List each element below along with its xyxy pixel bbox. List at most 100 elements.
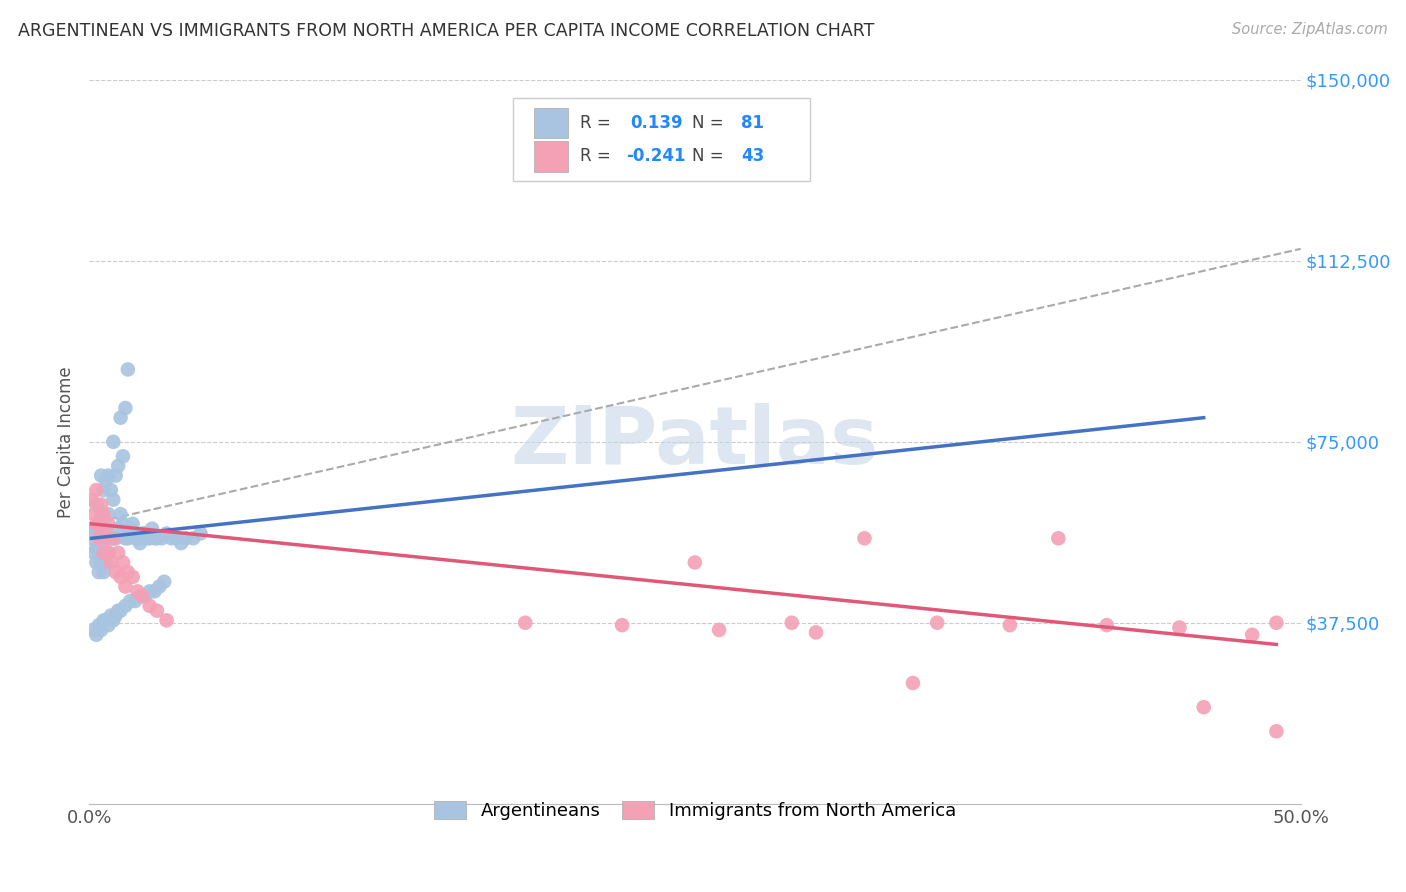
Text: Source: ZipAtlas.com: Source: ZipAtlas.com bbox=[1232, 22, 1388, 37]
Point bbox=[83, 546, 105, 560]
Point bbox=[103, 613, 125, 627]
Point bbox=[110, 410, 132, 425]
Point bbox=[104, 531, 127, 545]
Point bbox=[104, 565, 127, 579]
Point bbox=[165, 531, 187, 545]
Point bbox=[87, 618, 110, 632]
Point bbox=[901, 676, 924, 690]
Point bbox=[138, 599, 160, 613]
Point bbox=[1168, 621, 1191, 635]
Point bbox=[515, 615, 537, 630]
Point bbox=[86, 522, 108, 536]
Point bbox=[124, 594, 146, 608]
Point bbox=[146, 604, 169, 618]
Point bbox=[86, 483, 108, 497]
Point bbox=[110, 604, 132, 618]
Point bbox=[93, 546, 115, 560]
Point bbox=[134, 589, 156, 603]
Point bbox=[97, 507, 120, 521]
Point bbox=[97, 516, 120, 531]
Point bbox=[1095, 618, 1118, 632]
Point bbox=[160, 531, 183, 545]
Point bbox=[100, 608, 122, 623]
Point bbox=[93, 613, 115, 627]
Point bbox=[97, 468, 120, 483]
Point bbox=[138, 584, 160, 599]
Point bbox=[683, 556, 706, 570]
FancyBboxPatch shape bbox=[534, 108, 568, 138]
Text: -0.241: -0.241 bbox=[626, 147, 685, 165]
Point bbox=[107, 458, 129, 473]
Point bbox=[707, 623, 730, 637]
Point bbox=[111, 556, 134, 570]
Point bbox=[86, 516, 108, 531]
Point bbox=[97, 546, 120, 560]
Point bbox=[998, 618, 1021, 632]
Point bbox=[1192, 700, 1215, 714]
Point bbox=[124, 531, 146, 545]
Point bbox=[90, 556, 112, 570]
Point bbox=[114, 401, 136, 415]
Point bbox=[174, 531, 197, 545]
Point bbox=[103, 434, 125, 449]
Point bbox=[111, 450, 134, 464]
Text: N =: N = bbox=[692, 147, 730, 165]
Text: 43: 43 bbox=[741, 147, 763, 165]
Text: N =: N = bbox=[692, 114, 730, 132]
Point bbox=[131, 526, 153, 541]
Point bbox=[83, 522, 105, 536]
Point bbox=[100, 556, 122, 570]
Point bbox=[181, 531, 204, 545]
Point bbox=[136, 531, 159, 545]
Point bbox=[87, 531, 110, 545]
Point bbox=[90, 531, 112, 545]
Point bbox=[107, 546, 129, 560]
Point bbox=[120, 522, 142, 536]
Text: ZIPatlas: ZIPatlas bbox=[510, 403, 879, 481]
Point bbox=[107, 604, 129, 618]
Point bbox=[90, 498, 112, 512]
Point bbox=[94, 474, 117, 488]
Point bbox=[94, 531, 117, 545]
Point bbox=[1047, 531, 1070, 545]
Text: R =: R = bbox=[579, 114, 616, 132]
Point bbox=[121, 570, 143, 584]
Point bbox=[93, 536, 115, 550]
Point bbox=[143, 531, 166, 545]
Point bbox=[853, 531, 876, 545]
Point bbox=[103, 531, 125, 545]
Point bbox=[804, 625, 827, 640]
Point bbox=[111, 516, 134, 531]
Point bbox=[83, 623, 105, 637]
Point bbox=[80, 492, 103, 507]
Point bbox=[86, 498, 108, 512]
Point bbox=[148, 580, 170, 594]
Point bbox=[1241, 628, 1264, 642]
Point bbox=[86, 541, 108, 555]
Point bbox=[94, 556, 117, 570]
Text: 81: 81 bbox=[741, 114, 763, 132]
Point bbox=[170, 536, 193, 550]
Point bbox=[127, 584, 149, 599]
Point bbox=[1265, 615, 1288, 630]
Point bbox=[97, 546, 120, 560]
Point bbox=[87, 565, 110, 579]
Point bbox=[131, 589, 153, 603]
Point bbox=[141, 522, 163, 536]
Point bbox=[612, 618, 634, 632]
Point bbox=[90, 623, 112, 637]
Text: R =: R = bbox=[579, 147, 616, 165]
FancyBboxPatch shape bbox=[534, 141, 568, 171]
Text: 0.139: 0.139 bbox=[631, 114, 683, 132]
Point bbox=[87, 541, 110, 555]
Point bbox=[138, 531, 160, 545]
Point bbox=[121, 516, 143, 531]
Y-axis label: Per Capita Income: Per Capita Income bbox=[58, 366, 75, 517]
Point bbox=[1265, 724, 1288, 739]
Point bbox=[103, 531, 125, 545]
Point bbox=[97, 618, 120, 632]
Point bbox=[107, 522, 129, 536]
Point bbox=[90, 468, 112, 483]
Point bbox=[146, 531, 169, 545]
Point bbox=[117, 531, 139, 545]
